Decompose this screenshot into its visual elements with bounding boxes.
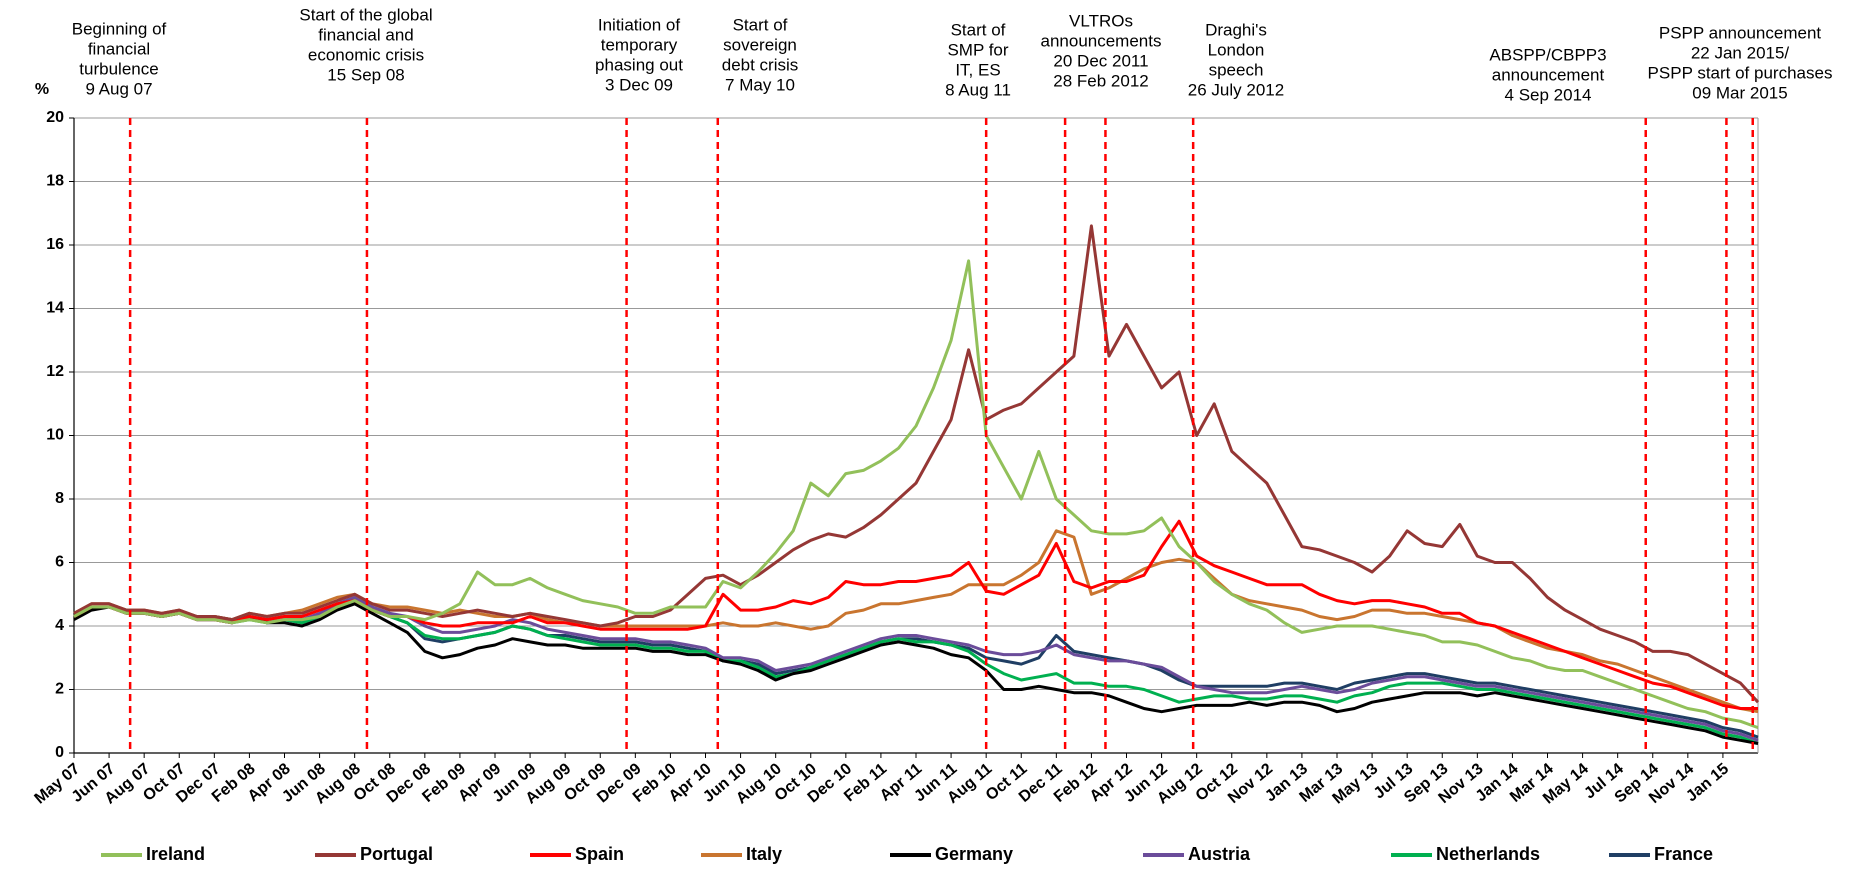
event-label: ABSPP/CBPP3 [1489,45,1606,64]
event-label: 09 Mar 2015 [1692,83,1787,102]
event-label: Beginning of [72,19,167,38]
legend-label: Austria [1188,844,1251,864]
legend-label: Germany [935,844,1013,864]
event-label: announcement [1492,65,1605,84]
event-label: 7 May 10 [725,75,795,94]
event-label: Draghi's [1205,20,1267,39]
series-line [73,599,1759,739]
y-tick-label: 12 [46,363,64,380]
event-label: 20 Dec 2011 [1053,51,1148,70]
event-label: 8 Aug 11 [945,80,1011,99]
legend-label: Spain [575,844,624,864]
y-axis-label: % [35,81,49,98]
y-tick-label: 0 [55,744,64,761]
event-label: financial [88,39,150,58]
y-tick-label: 16 [46,236,64,253]
event-label: IT, ES [955,60,1000,79]
y-tick-label: 6 [55,554,64,571]
event-label: 4 Sep 2014 [1505,85,1592,104]
event-label: VLTROs [1069,11,1133,30]
event-label: debt crisis [722,55,799,74]
event-label: temporary [601,35,678,54]
legend-label: Ireland [146,844,205,864]
series-line [73,224,1760,704]
y-tick-label: 10 [46,427,64,444]
event-label: financial and [318,25,413,44]
event-label: 3 Dec 09 [605,75,673,94]
legend-label: France [1654,844,1713,864]
series-line [73,259,1759,730]
y-tick-label: 4 [55,617,64,634]
event-label: announcements [1041,31,1162,50]
series-line [73,595,1759,742]
event-label: turbulence [79,59,158,78]
event-label: speech [1209,60,1264,79]
series-line [73,599,1759,745]
event-label: 28 Feb 2012 [1053,71,1148,90]
event-label: PSPP start of purchases [1648,63,1833,82]
legend-label: Portugal [360,844,433,864]
legend-label: Italy [746,844,782,864]
event-label: 15 Sep 08 [327,65,405,84]
event-label: 26 July 2012 [1188,80,1284,99]
event-label: Start of [951,20,1006,39]
event-label: sovereign [723,35,797,54]
event-label: Initiation of [598,15,680,34]
event-label: 9 Aug 07 [85,79,152,98]
event-label: economic crisis [308,45,424,64]
event-label: London [1208,40,1265,59]
event-label: PSPP announcement [1659,23,1822,42]
event-label: 22 Jan 2015/ [1691,43,1790,62]
y-tick-label: 20 [46,109,64,126]
event-label: Start of [733,15,788,34]
y-tick-label: 18 [46,173,64,190]
y-tick-label: 8 [55,490,64,507]
y-tick-label: 2 [55,681,64,698]
legend-label: Netherlands [1436,844,1540,864]
series-line [73,602,1759,745]
event-label: SMP for [947,40,1008,59]
event-label: phasing out [595,55,683,74]
event-label: Start of the global [299,5,432,24]
y-tick-label: 14 [46,300,64,317]
